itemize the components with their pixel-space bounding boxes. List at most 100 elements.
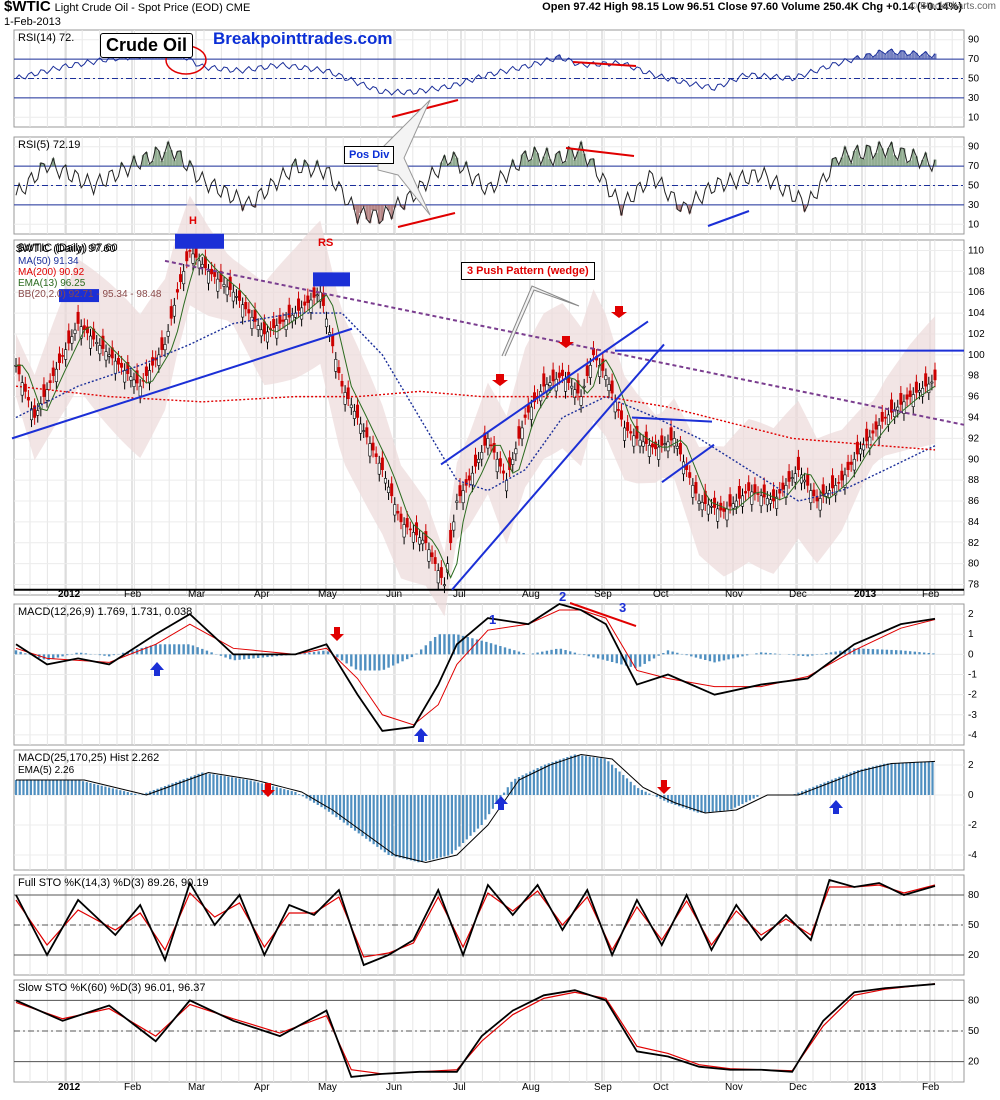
x-axis-month-label: Nov	[725, 1082, 743, 1093]
candle-body	[365, 427, 369, 438]
price-title: $WTIC (Daily) 97.60	[16, 243, 116, 255]
candle-body	[380, 457, 384, 471]
candle-body	[225, 286, 229, 296]
neckline-trendline	[11, 327, 353, 440]
candle-body	[126, 362, 130, 374]
y-tick-label: 2	[968, 760, 974, 771]
candle-body	[188, 250, 192, 252]
price-legend-item: MA(200) 90.92	[18, 267, 85, 278]
wave-label: 3	[619, 600, 626, 615]
candle-body	[436, 570, 440, 584]
candle-body	[433, 557, 437, 564]
candle-body	[762, 484, 766, 498]
candle-body	[616, 409, 620, 411]
candle-body	[787, 471, 791, 482]
candle-body	[588, 364, 592, 378]
panel-title: RSI(5) 72.19	[18, 139, 80, 151]
candle-body	[64, 349, 68, 360]
candle-body	[297, 298, 301, 311]
candle-body	[781, 482, 785, 490]
candle-body	[498, 458, 502, 467]
candle-body	[585, 365, 589, 377]
candle-body	[806, 474, 810, 486]
y-tick-label: -1	[968, 670, 977, 681]
candle-body	[36, 410, 40, 416]
candle-body	[896, 406, 900, 411]
x-axis-month-label: Mar	[188, 1082, 206, 1093]
candle-body	[387, 486, 391, 493]
candle-body	[390, 483, 394, 497]
candle-body	[725, 508, 729, 521]
candle-body	[265, 331, 269, 343]
candle-body	[678, 443, 682, 455]
x-axis-month-label: 2013	[854, 1082, 877, 1093]
candle-body	[231, 291, 235, 302]
y-tick-label: 90	[968, 35, 980, 46]
candle-body	[514, 448, 518, 455]
candle-body	[272, 318, 276, 329]
x-axis-month-label: Dec	[789, 1082, 807, 1093]
candle-body	[899, 393, 903, 405]
y-tick-label: 100	[968, 350, 985, 361]
candle-body	[793, 473, 797, 483]
chart-date: 1-Feb-2013	[4, 16, 61, 28]
rsi5-divergence-line	[397, 212, 456, 228]
candle-body	[26, 397, 30, 401]
x-axis-month-label: Jul	[453, 589, 466, 600]
candle-body	[660, 435, 664, 446]
candle-body	[439, 567, 443, 578]
candle-body	[669, 427, 673, 441]
candle-body	[290, 314, 294, 322]
x-axis-month-label: Sep	[594, 589, 612, 600]
candle-body	[505, 479, 509, 492]
y-tick-label: 94	[968, 413, 980, 424]
macd-hist-ema-line	[16, 753, 936, 864]
flag-lower-line	[661, 443, 715, 484]
x-axis-month-label: Dec	[789, 589, 807, 600]
candle-body	[582, 385, 586, 388]
candle-body	[483, 432, 487, 446]
y-tick-label: 88	[968, 475, 980, 486]
x-axis-month-label: Feb	[124, 1082, 142, 1093]
candle-body	[486, 438, 490, 449]
candle-body	[315, 294, 319, 297]
candle-body	[831, 475, 835, 489]
candle-body	[418, 537, 422, 545]
candle-body	[216, 278, 220, 292]
stockcharts-logo: © StockCharts.com	[909, 1, 996, 12]
candle-body	[741, 495, 745, 507]
candle-body	[415, 522, 419, 536]
pos-div-callout: Pos Div	[344, 146, 395, 164]
candle-body	[73, 329, 77, 334]
candle-body	[123, 370, 127, 383]
y-tick-label: 0	[968, 649, 974, 660]
candle-body	[908, 390, 912, 397]
candle-body	[241, 304, 245, 318]
candle-body	[107, 354, 111, 357]
candle-body	[359, 423, 363, 434]
candle-body	[17, 364, 21, 375]
candle-body	[349, 404, 353, 408]
candle-body	[818, 498, 822, 511]
candle-body	[737, 486, 741, 499]
candle-body	[92, 328, 96, 340]
candle-body	[809, 490, 813, 504]
candle-body	[675, 445, 679, 449]
candle-body	[557, 372, 561, 378]
y-tick-label: 108	[968, 266, 985, 277]
candle-body	[542, 373, 546, 387]
y-tick-label: 10	[968, 219, 980, 230]
buy-arrow	[150, 662, 164, 676]
candle-body	[840, 470, 844, 481]
candle-body	[368, 443, 372, 457]
candle-body	[576, 380, 580, 394]
panel-title: MACD(25,170,25) Hist 2.262	[18, 752, 159, 764]
candle-body	[647, 445, 651, 457]
candle-body	[377, 462, 381, 475]
macd-line	[15, 603, 936, 732]
candle-body	[222, 284, 226, 287]
candle-body	[635, 425, 639, 439]
candle-body	[79, 326, 83, 339]
y-tick-label: 98	[968, 371, 980, 382]
y-tick-label: -3	[968, 710, 977, 721]
